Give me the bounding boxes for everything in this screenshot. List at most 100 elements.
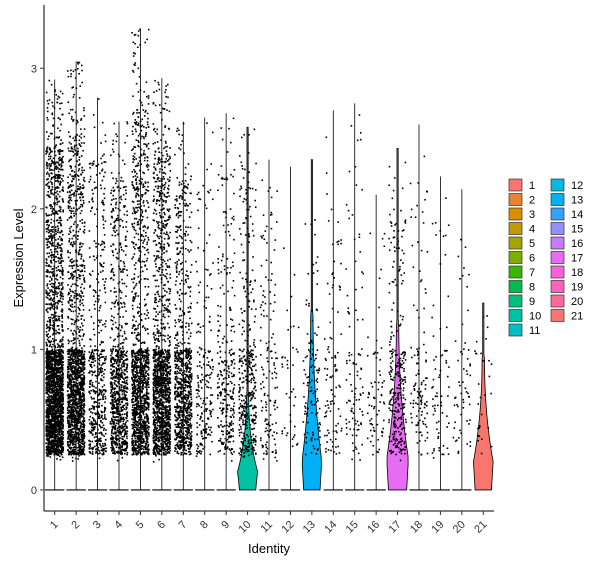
data-point (51, 239, 53, 242)
data-point (62, 298, 64, 300)
data-point (72, 137, 75, 140)
data-point (61, 443, 64, 446)
data-point (100, 371, 103, 374)
data-point (77, 252, 80, 254)
data-point (81, 218, 83, 221)
data-point (59, 219, 61, 222)
data-point (48, 246, 51, 248)
data-point (49, 335, 51, 338)
data-point (69, 215, 72, 218)
data-point (115, 367, 117, 369)
data-point (56, 253, 59, 256)
data-point (55, 394, 57, 396)
data-point (120, 451, 123, 453)
data-point (100, 353, 103, 356)
data-point (61, 320, 64, 323)
data-point (59, 420, 62, 422)
data-point (125, 226, 127, 228)
data-point (71, 180, 73, 182)
data-point (52, 407, 55, 410)
data-point (98, 372, 100, 374)
data-point (71, 450, 74, 453)
data-point (75, 353, 77, 356)
data-point (67, 176, 69, 179)
data-point (53, 385, 56, 387)
data-point (77, 385, 79, 388)
data-point (73, 380, 75, 383)
data-point (47, 265, 50, 267)
data-point (70, 118, 73, 120)
data-point (48, 438, 50, 441)
data-point (82, 364, 85, 367)
data-point (50, 410, 52, 412)
data-point (76, 370, 79, 373)
data-point (78, 410, 81, 412)
data-point (81, 385, 84, 387)
data-point (77, 63, 80, 65)
data-point (113, 450, 116, 453)
data-point (55, 435, 57, 438)
data-point (48, 167, 51, 169)
data-point (53, 419, 56, 422)
data-point (114, 452, 116, 455)
data-point (61, 324, 64, 327)
data-point (80, 409, 83, 412)
data-point (78, 396, 81, 399)
data-point (51, 161, 54, 163)
data-point (76, 426, 78, 429)
data-point (71, 290, 74, 293)
data-point (93, 445, 96, 448)
data-point (47, 450, 50, 453)
data-point (83, 399, 85, 402)
data-point (89, 382, 91, 385)
data-point (62, 190, 65, 192)
data-point (72, 449, 74, 452)
data-point (78, 394, 81, 397)
data-point (45, 415, 48, 417)
data-point (72, 184, 74, 187)
data-point (80, 383, 83, 386)
data-point (77, 265, 79, 268)
data-point (48, 175, 51, 177)
data-point (49, 283, 52, 286)
data-point (57, 149, 59, 152)
data-point (75, 453, 78, 455)
data-point (60, 163, 62, 165)
data-point (49, 399, 52, 401)
data-point (48, 99, 51, 101)
data-point (58, 378, 61, 380)
data-point (82, 395, 84, 398)
data-point (81, 269, 83, 272)
data-point (58, 402, 60, 405)
data-point (51, 244, 54, 246)
data-point (53, 414, 56, 416)
data-point (111, 436, 114, 438)
data-point (73, 193, 75, 195)
data-point (67, 302, 70, 304)
data-point (57, 398, 60, 401)
data-point (56, 187, 58, 189)
data-point (97, 370, 99, 372)
data-point (75, 409, 77, 412)
data-point (54, 442, 57, 445)
data-point (54, 444, 57, 446)
data-point (46, 223, 48, 226)
data-point (59, 217, 62, 220)
data-point (79, 183, 81, 185)
data-point (80, 155, 83, 157)
data-point (72, 207, 75, 209)
data-point (50, 233, 52, 235)
data-point (51, 369, 53, 372)
data-point (115, 451, 118, 454)
data-point (58, 389, 61, 391)
data-point (59, 176, 61, 179)
data-point (59, 380, 62, 382)
data-point (77, 355, 80, 357)
data-point (79, 419, 81, 421)
data-point (46, 370, 48, 373)
data-point (112, 186, 115, 189)
data-point (91, 162, 94, 164)
data-point (83, 406, 85, 409)
data-point (72, 354, 75, 357)
data-point (104, 134, 107, 136)
